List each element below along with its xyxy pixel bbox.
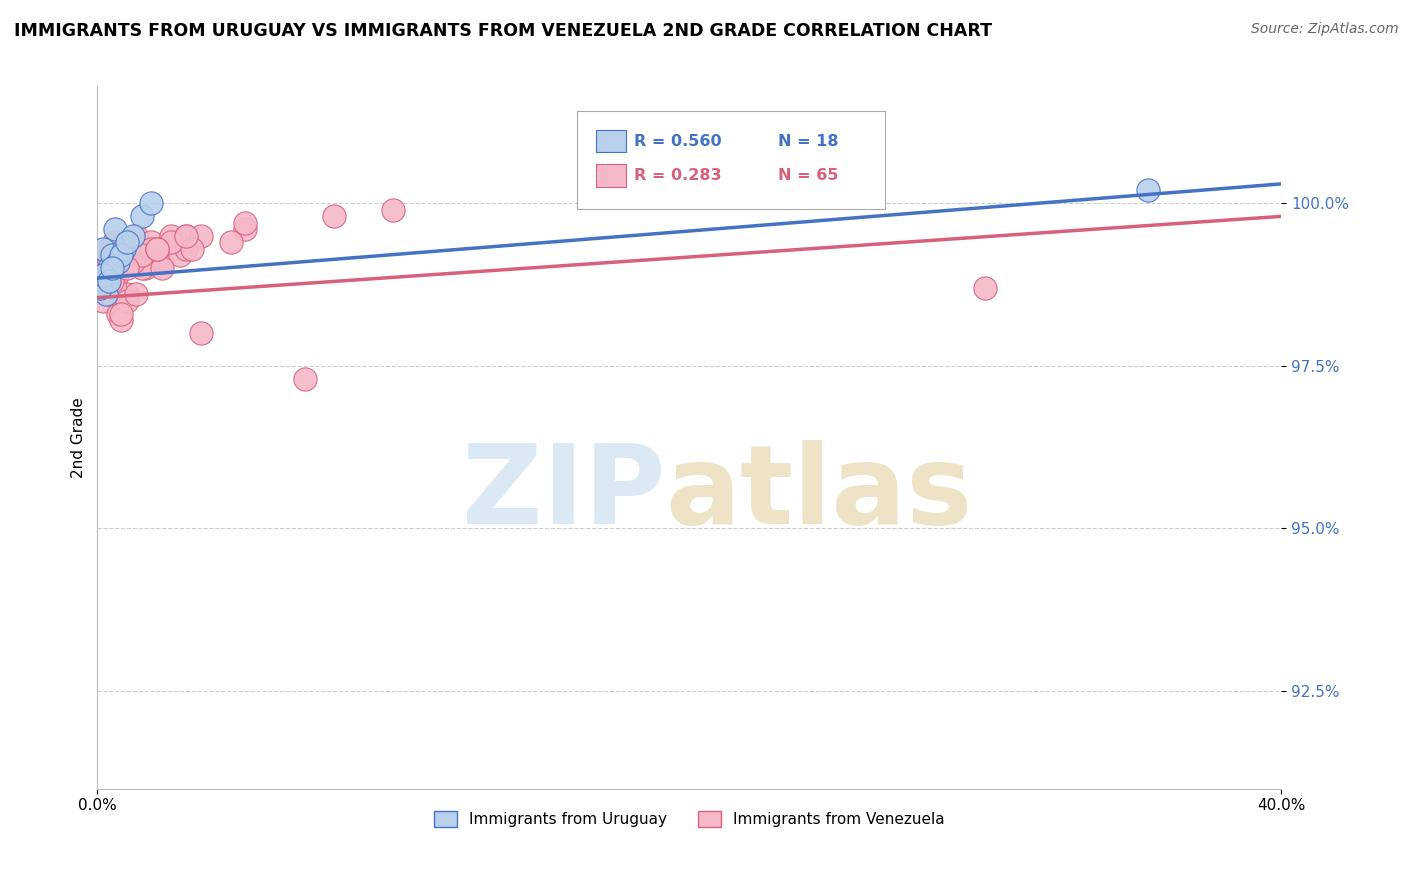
- Point: [103, 235, 125, 250]
- Point: [131, 261, 153, 276]
- Point: [104, 281, 127, 295]
- Point: [107, 255, 129, 269]
- Point: [145, 242, 167, 256]
- Point: [96, 255, 118, 269]
- Point: [219, 235, 242, 250]
- Point: [115, 235, 138, 250]
- Point: [104, 222, 127, 236]
- Point: [145, 242, 167, 256]
- Point: [104, 261, 127, 276]
- Point: [145, 242, 167, 256]
- Legend: Immigrants from Uruguay, Immigrants from Venezuela: Immigrants from Uruguay, Immigrants from…: [427, 805, 950, 833]
- Point: [101, 248, 124, 262]
- Point: [121, 255, 143, 269]
- Point: [112, 248, 135, 262]
- Point: [90, 248, 112, 262]
- Text: IMMIGRANTS FROM URUGUAY VS IMMIGRANTS FROM VENEZUELA 2ND GRADE CORRELATION CHART: IMMIGRANTS FROM URUGUAY VS IMMIGRANTS FR…: [14, 22, 993, 40]
- Point: [110, 313, 132, 327]
- Point: [107, 307, 129, 321]
- Point: [96, 268, 118, 282]
- Point: [98, 274, 121, 288]
- Point: [101, 261, 124, 276]
- Point: [174, 228, 197, 243]
- Point: [190, 228, 212, 243]
- Point: [112, 242, 135, 256]
- Point: [323, 210, 346, 224]
- Point: [110, 307, 132, 321]
- Point: [190, 326, 212, 341]
- Point: [152, 255, 174, 269]
- Point: [89, 281, 111, 295]
- Point: [160, 235, 183, 250]
- Point: [115, 235, 138, 250]
- Point: [115, 293, 138, 308]
- Point: [115, 287, 138, 301]
- Text: atlas: atlas: [665, 440, 973, 547]
- Text: N = 65: N = 65: [778, 168, 838, 183]
- Point: [98, 261, 121, 276]
- Point: [131, 248, 153, 262]
- Point: [139, 242, 162, 256]
- Point: [125, 287, 148, 301]
- Point: [152, 261, 174, 276]
- Text: ZIP: ZIP: [463, 440, 665, 547]
- Point: [1136, 183, 1159, 197]
- Point: [974, 281, 997, 295]
- Point: [107, 242, 129, 256]
- Point: [97, 242, 120, 256]
- Point: [125, 228, 148, 243]
- Point: [294, 372, 316, 386]
- Point: [118, 255, 141, 269]
- Point: [94, 268, 117, 282]
- Point: [98, 287, 121, 301]
- Point: [98, 274, 121, 288]
- Point: [91, 293, 114, 308]
- Point: [121, 242, 143, 256]
- Point: [169, 248, 191, 262]
- Point: [96, 268, 118, 282]
- FancyBboxPatch shape: [576, 111, 884, 210]
- Point: [104, 255, 127, 269]
- Point: [233, 222, 256, 236]
- Point: [181, 242, 204, 256]
- Point: [96, 287, 118, 301]
- Point: [91, 274, 114, 288]
- Point: [131, 210, 153, 224]
- Point: [89, 281, 111, 295]
- Point: [382, 202, 405, 217]
- Point: [101, 255, 124, 269]
- Point: [115, 261, 138, 276]
- Point: [160, 228, 183, 243]
- FancyBboxPatch shape: [596, 164, 627, 186]
- Text: R = 0.560: R = 0.560: [634, 134, 721, 149]
- Point: [145, 242, 167, 256]
- Point: [131, 248, 153, 262]
- Point: [105, 268, 128, 282]
- Text: Source: ZipAtlas.com: Source: ZipAtlas.com: [1251, 22, 1399, 37]
- Point: [91, 268, 114, 282]
- Y-axis label: 2nd Grade: 2nd Grade: [72, 397, 86, 478]
- Point: [110, 261, 132, 276]
- Point: [121, 228, 143, 243]
- Point: [233, 216, 256, 230]
- Point: [98, 255, 121, 269]
- Point: [139, 235, 162, 250]
- Point: [101, 274, 124, 288]
- Text: N = 18: N = 18: [778, 134, 838, 149]
- Point: [96, 274, 118, 288]
- FancyBboxPatch shape: [596, 130, 627, 153]
- Point: [139, 196, 162, 211]
- Point: [91, 261, 114, 276]
- Point: [101, 248, 124, 262]
- Point: [110, 248, 132, 262]
- Point: [91, 242, 114, 256]
- Text: R = 0.283: R = 0.283: [634, 168, 721, 183]
- Point: [174, 242, 197, 256]
- Point: [134, 261, 156, 276]
- Point: [100, 261, 122, 276]
- Point: [174, 228, 197, 243]
